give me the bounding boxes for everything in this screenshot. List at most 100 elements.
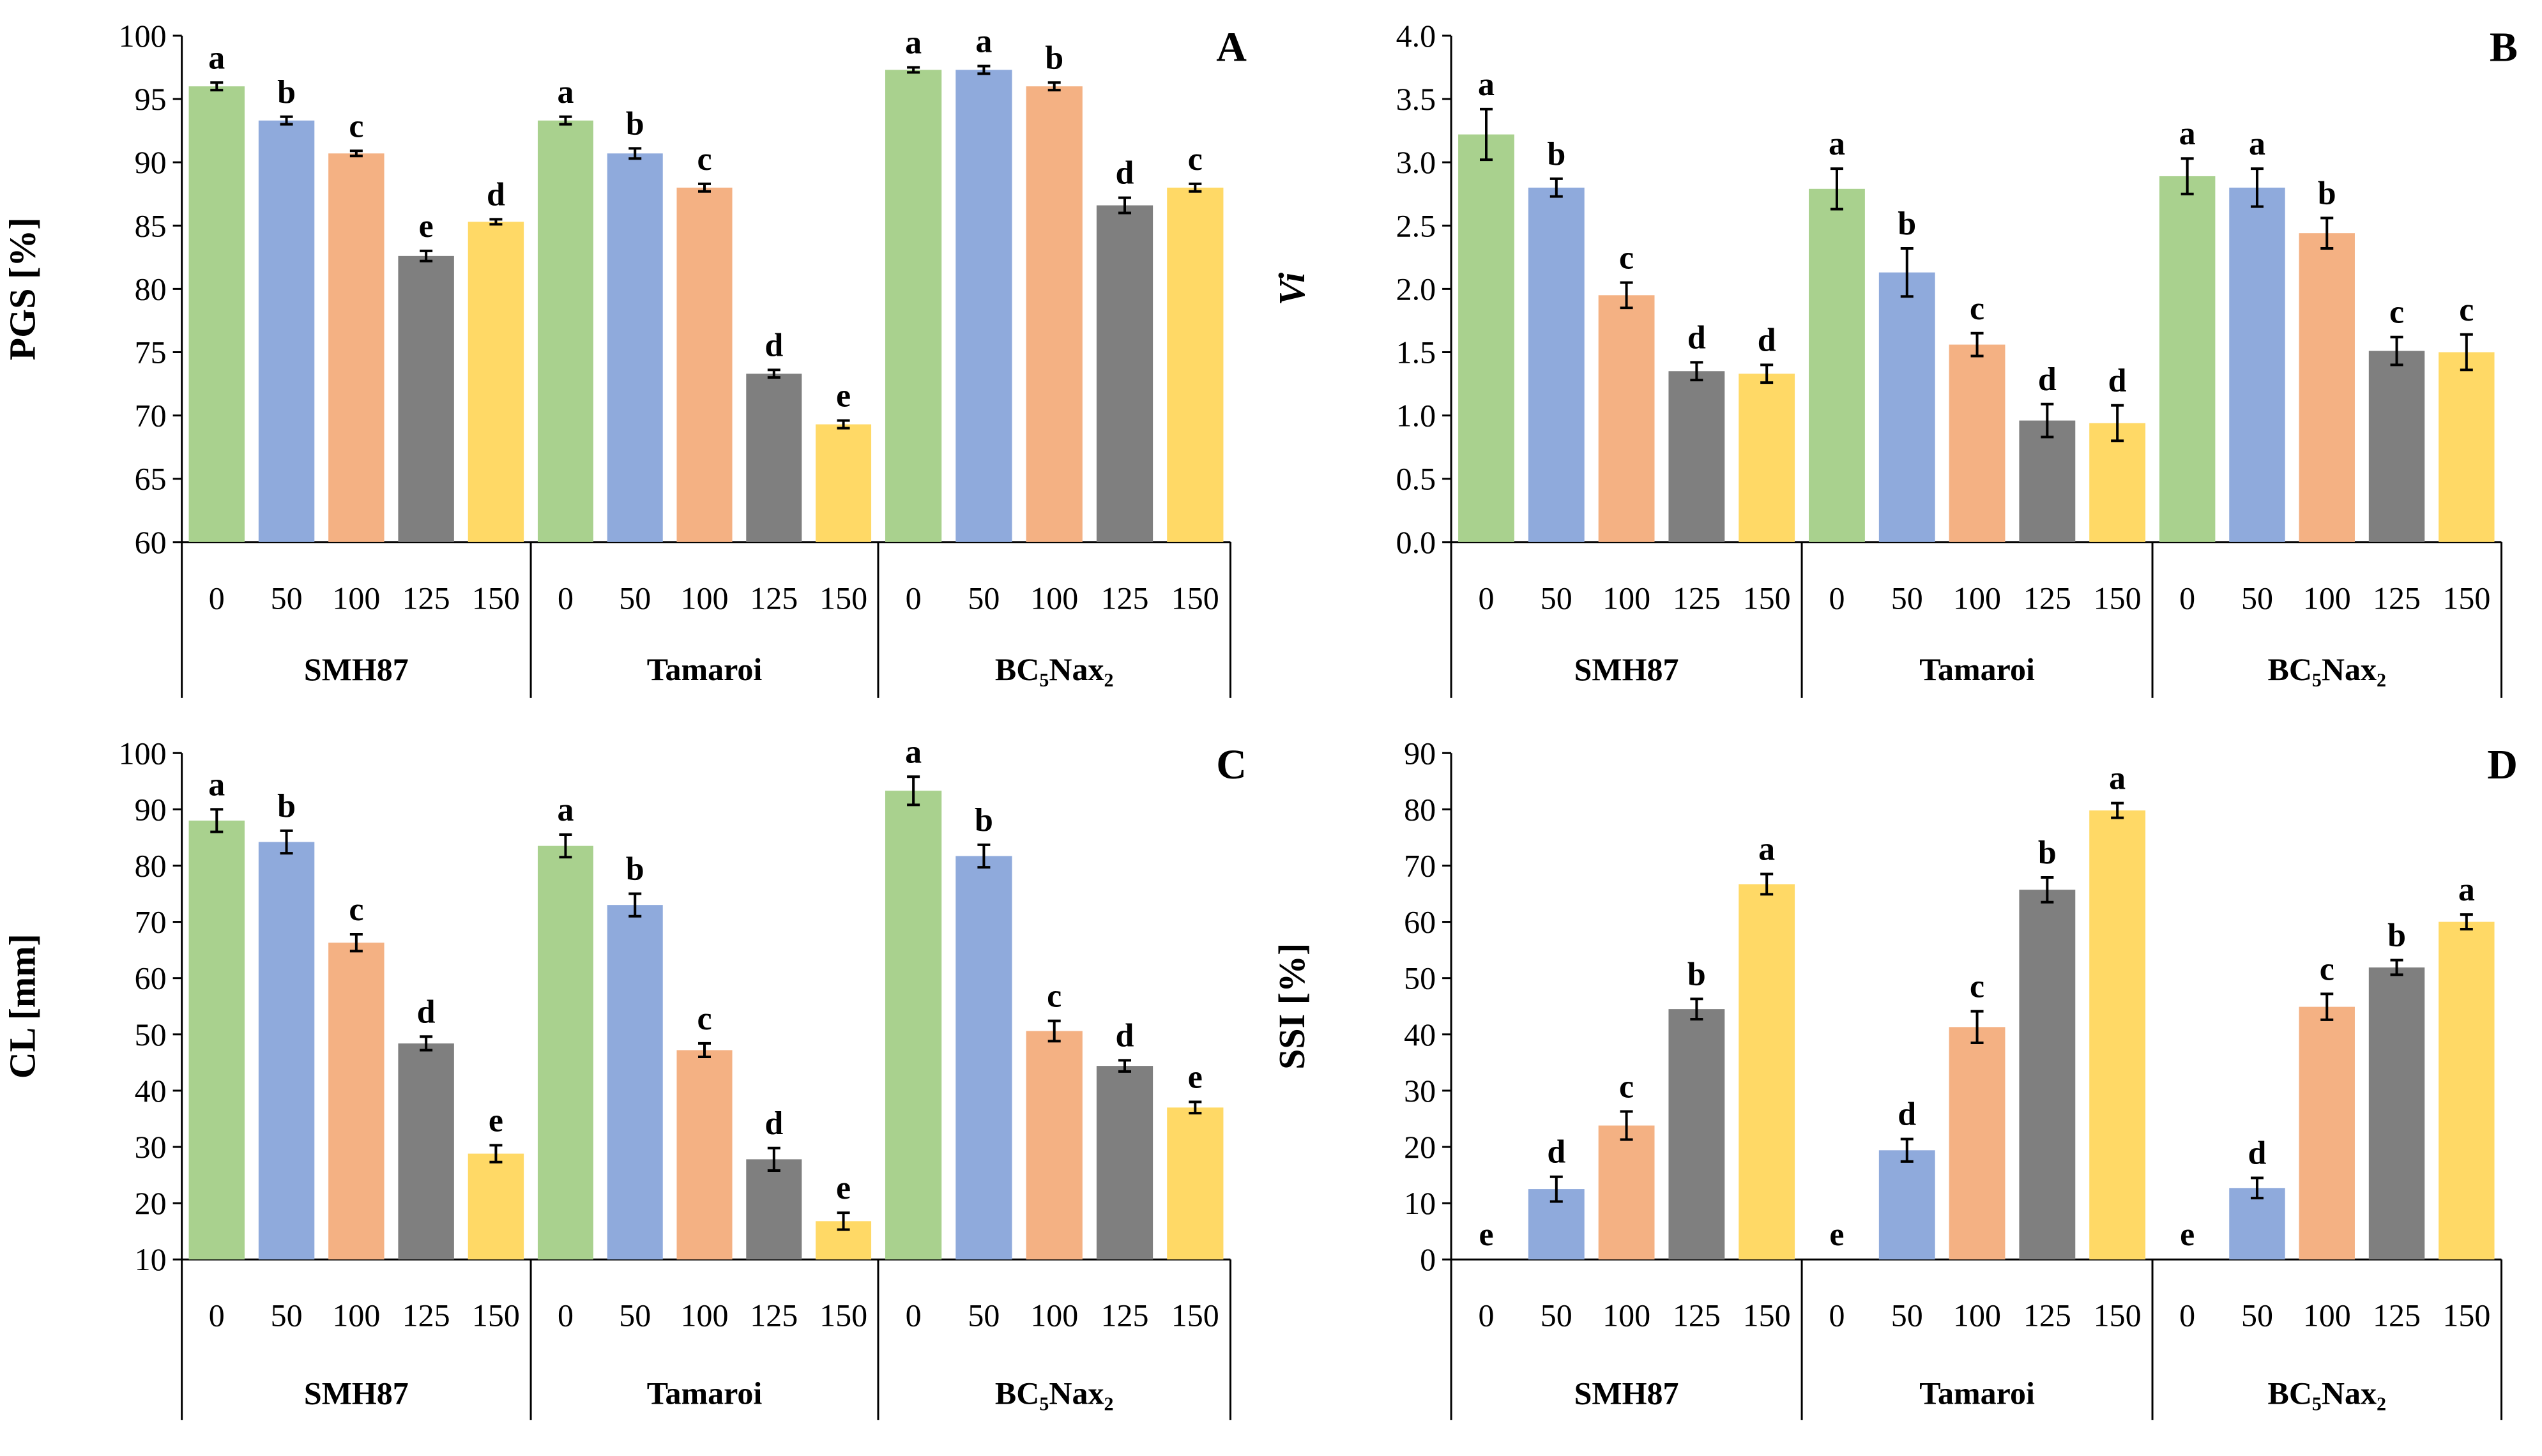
x-tick-label: 100 [681, 580, 729, 616]
x-tick-label: 50 [271, 580, 303, 616]
significance-letter: b [1687, 956, 1706, 992]
x-tick-label: 100 [2303, 1298, 2351, 1333]
significance-letter: a [1758, 831, 1775, 868]
group-label: BC₅Nax₂ [2267, 651, 2386, 687]
significance-letter: d [487, 176, 505, 213]
significance-letter: a [208, 40, 225, 76]
x-tick-label: 150 [472, 1298, 520, 1333]
significance-letter: e [1829, 1217, 1844, 1253]
significance-letter: d [1547, 1134, 1565, 1171]
bar [1528, 187, 1585, 542]
y-tick-label: 90 [1404, 735, 1436, 771]
y-tick-label: 20 [1404, 1129, 1436, 1165]
significance-letter: a [1478, 66, 1495, 103]
bar [2019, 420, 2076, 542]
significance-letter: d [1898, 1096, 1916, 1133]
group-label: SMH87 [304, 651, 409, 687]
significance-letter: d [2038, 361, 2057, 398]
y-tick-label: 80 [135, 271, 167, 307]
x-tick-label: 0 [209, 580, 225, 616]
y-tick-label: 50 [1404, 960, 1436, 996]
significance-letter: a [975, 23, 992, 59]
x-tick-label: 50 [1541, 1298, 1572, 1333]
bar [746, 374, 802, 542]
x-tick-label: 125 [402, 580, 450, 616]
panel-letter: D [2487, 741, 2518, 788]
bar [885, 70, 942, 542]
x-tick-label: 0 [906, 1298, 922, 1333]
significance-letter: d [1687, 319, 1706, 356]
x-tick-label: 0 [906, 580, 922, 616]
bar [188, 820, 245, 1260]
bar [955, 856, 1012, 1260]
significance-letter: e [1479, 1217, 1493, 1253]
group-label: BC₅Nax₂ [995, 1376, 1114, 1411]
bar [2159, 176, 2216, 542]
group-label: Tamaroi [647, 651, 763, 687]
bar [1949, 1027, 2005, 1260]
x-tick-label: 0 [1479, 580, 1495, 616]
x-tick-label: 50 [968, 580, 1000, 616]
bar [1458, 134, 1514, 542]
y-tick-label: 3.5 [1396, 81, 1436, 117]
x-tick-label: 50 [619, 580, 651, 616]
y-tick-label: 40 [135, 1073, 167, 1109]
significance-letter: c [1619, 239, 1634, 276]
significance-letter: c [1188, 141, 1203, 178]
y-tick-label: 75 [135, 335, 167, 370]
x-tick-label: 150 [472, 580, 520, 616]
y-tick-label: 30 [135, 1129, 167, 1165]
significance-letter: a [2458, 872, 2475, 908]
bar [1809, 188, 1865, 542]
x-tick-label: 0 [558, 580, 574, 616]
bar [1668, 1009, 1725, 1260]
significance-letter: d [1116, 1017, 1134, 1054]
significance-letter: d [2108, 363, 2127, 399]
bar [188, 86, 245, 542]
bar [1096, 1066, 1153, 1260]
x-tick-label: 0 [558, 1298, 574, 1333]
significance-letter: d [1116, 155, 1134, 192]
y-tick-label: 90 [135, 144, 167, 180]
panel-D: 0 10 20 30 40 50 60 70 80 90 SSI [%] e 0 d 50 c 100 b 125 a… [1271, 735, 2518, 1420]
bar [537, 120, 593, 542]
significance-letter: b [277, 788, 296, 824]
y-tick-label: 10 [135, 1241, 167, 1277]
significance-letter: d [765, 1105, 783, 1142]
bar [1026, 1031, 1083, 1260]
panel-letter: C [1216, 741, 1247, 788]
x-tick-label: 125 [402, 1298, 450, 1333]
y-tick-label: 40 [1404, 1017, 1436, 1052]
y-tick-label: 60 [1404, 904, 1436, 940]
bar [676, 187, 733, 542]
y-tick-label: 1.5 [1396, 335, 1436, 370]
x-tick-label: 125 [1673, 1298, 1721, 1333]
x-tick-label: 150 [1171, 580, 1219, 616]
x-tick-label: 0 [2179, 580, 2195, 616]
significance-letter: c [1047, 978, 1062, 1015]
x-tick-label: 50 [968, 1298, 1000, 1333]
y-tick-label: 3.0 [1396, 144, 1436, 180]
significance-letter: b [277, 74, 296, 110]
x-tick-label: 100 [1030, 1298, 1078, 1333]
bar [676, 1050, 733, 1260]
panel-letter: B [2490, 24, 2518, 71]
x-tick-label: 125 [2023, 1298, 2071, 1333]
x-tick-label: 0 [209, 1298, 225, 1333]
bar [2439, 352, 2495, 542]
bar [607, 153, 663, 542]
x-tick-label: 125 [2373, 1298, 2421, 1333]
significance-letter: b [1045, 40, 1063, 76]
y-tick-label: 65 [135, 461, 167, 497]
panel-B: 0.0 0.5 1.0 1.5 2.0 2.5 3.0 3.5 4.0 Vi a 0 b 50 c 100 d 1… [1271, 18, 2518, 698]
bar [2368, 967, 2425, 1260]
y-axis-label: Vi [1271, 273, 1313, 306]
y-tick-label: 10 [1404, 1185, 1436, 1221]
significance-letter: c [2459, 292, 2474, 328]
x-tick-label: 125 [1101, 1298, 1149, 1333]
significance-letter: a [905, 734, 922, 770]
x-tick-label: 150 [2442, 1298, 2490, 1333]
bar [2229, 1188, 2285, 1260]
y-tick-label: 90 [135, 791, 167, 827]
x-tick-label: 50 [619, 1298, 651, 1333]
